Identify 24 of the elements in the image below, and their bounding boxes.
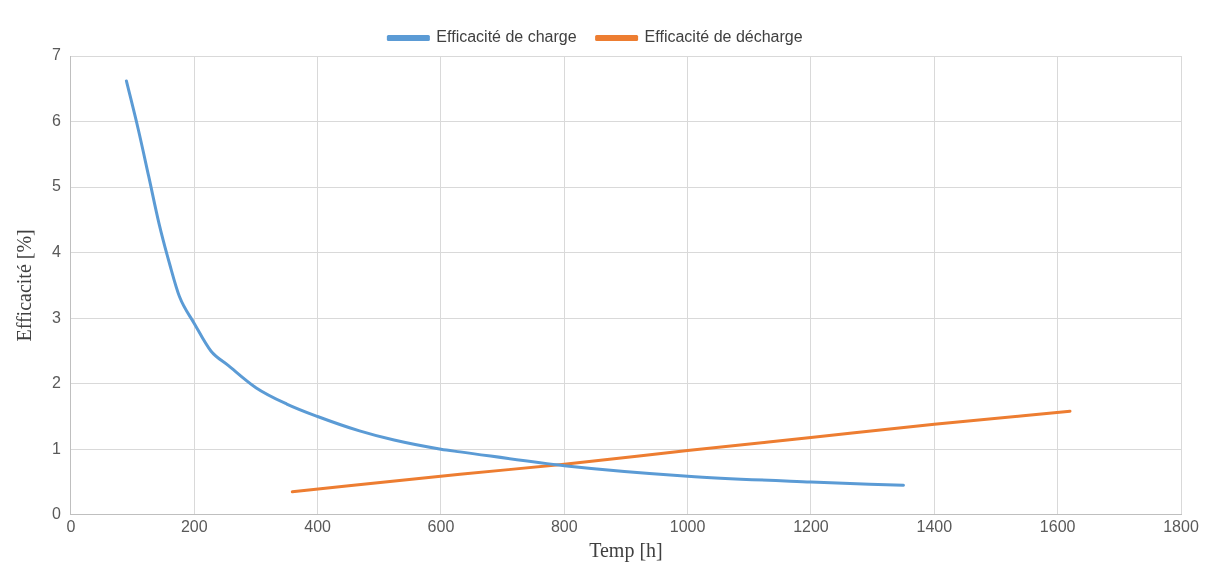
legend-label: Efficacité de charge (436, 28, 577, 46)
x-tick-label: 1200 (793, 517, 829, 535)
y-tick-label: 0 (51, 505, 61, 523)
y-tick-label: 1 (51, 439, 61, 457)
y-tick-label: 6 (51, 111, 61, 129)
x-tick-label: 400 (304, 517, 332, 535)
x-axis-title: Temp [h] (589, 539, 663, 563)
y-tick-label: 7 (51, 46, 61, 64)
x-tick-label: 1600 (1039, 517, 1076, 535)
x-tick-label: 1800 (1163, 517, 1199, 535)
x-tick-label: 600 (427, 517, 455, 535)
line-series (290, 409, 1072, 494)
y-tick-label: 4 (51, 243, 61, 261)
x-tick-label: 1400 (916, 517, 953, 535)
y-tick-label: 3 (51, 308, 61, 326)
x-tick-label: 200 (180, 517, 208, 535)
x-tick-label: 800 (550, 517, 578, 535)
x-tick-label: 0 (66, 517, 76, 535)
x-tick-label: 1000 (669, 517, 706, 535)
y-tick-label: 2 (51, 374, 61, 392)
line-series (124, 79, 905, 487)
y-axis-title: Efficacité [%] (13, 229, 36, 342)
y-tick-label: 5 (51, 177, 61, 195)
legend-label: Efficacité de décharge (644, 28, 803, 46)
